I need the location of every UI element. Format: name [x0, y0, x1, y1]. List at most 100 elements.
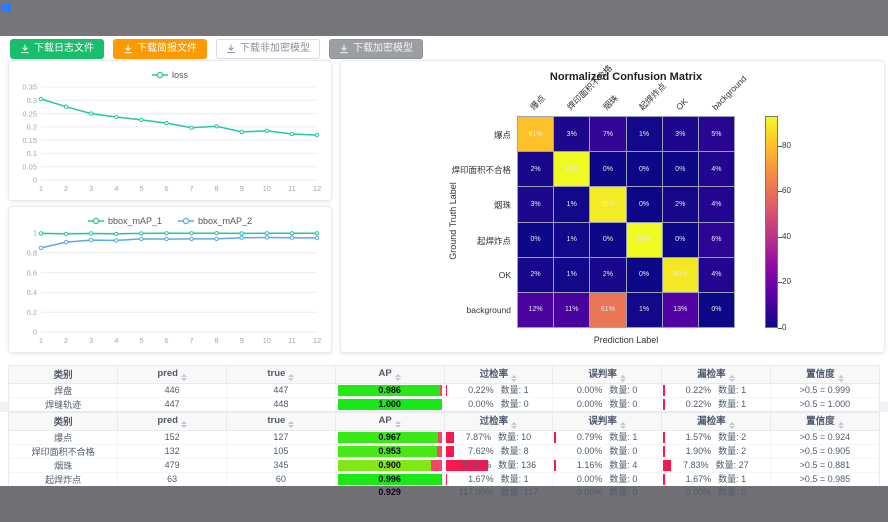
matrix-cell-2-0: 3%	[518, 187, 554, 222]
colorbar	[765, 116, 778, 328]
ap-cell: 0.967	[335, 430, 445, 445]
matrix-cell-0-2: 7%	[590, 117, 626, 152]
map-chart-legend: bbox_mAP_1 bbox_mAP_2	[9, 207, 331, 227]
pred-cell: 446	[117, 383, 227, 398]
download-toolbar: 下载日志文件 下载简报文件 下载非加密模型 下载加密模型	[10, 39, 423, 59]
legend-label: bbox_mAP_1	[107, 215, 162, 226]
sort-caret-icon[interactable]	[394, 420, 401, 428]
sort-caret-icon[interactable]	[728, 422, 735, 430]
top-left-accent	[2, 3, 11, 12]
column-header-过检率[interactable]: 过检率	[444, 413, 554, 431]
matrix-cell-4-2: 2%	[590, 257, 626, 292]
category-cell: 焊盘	[9, 383, 119, 398]
download-button-2[interactable]: 下载非加密模型	[216, 39, 320, 59]
loss-line-chart: 00.050.10.150.20.250.30.351 2 3 4 5 6 7 8 9 10 11 1…	[22, 83, 321, 193]
sort-caret-icon[interactable]	[180, 373, 187, 381]
false-rate-cell: 0.00% 数量: 0	[552, 444, 662, 459]
svg-text:3: 3	[89, 336, 93, 345]
column-header-true[interactable]: true	[226, 366, 336, 384]
map-line-chart: 00.20.40.60.811 2 3 4 5 6 7 8 9 10 11 12	[27, 229, 322, 345]
matrix-cell-5-4: 13%	[662, 292, 698, 327]
column-header-置信度[interactable]: 置信度	[770, 366, 879, 384]
column-header-true[interactable]: true	[226, 413, 336, 431]
svg-text:1: 1	[39, 336, 43, 345]
matrix-cell-5-2: 61%	[590, 292, 626, 327]
sort-caret-icon[interactable]	[394, 373, 401, 381]
svg-text:7: 7	[189, 336, 193, 345]
matrix-cell-1-1: 93%	[554, 152, 590, 187]
download-button-1[interactable]: 下载简报文件	[113, 39, 207, 59]
loss-chart-legend: loss	[9, 61, 331, 81]
matrix-x-axis-label: Prediction Label	[593, 335, 659, 345]
sort-caret-icon[interactable]	[511, 422, 518, 430]
ap-cell: 0.900	[335, 458, 445, 473]
summary-table-2: 类别 pred true AP 过检率 误判率 漏检率 置信度 爆点 152 127 0.967 7.8…	[8, 412, 880, 499]
confidence-cell: >0.5 = 0.985	[770, 472, 879, 487]
over-rate-bar	[445, 459, 488, 471]
sort-caret-icon[interactable]	[619, 422, 626, 430]
download-button-0[interactable]: 下载日志文件	[10, 39, 104, 59]
ap-cell: 0.986	[335, 383, 445, 398]
legend-item-bbox_mAP_1[interactable]: bbox_mAP_1	[87, 215, 162, 226]
matrix-cell-0-4: 3%	[662, 117, 698, 152]
summary-table-1: 类别 pred true AP 过检率 误判率 漏检率 置信度 焊盘 446 447 0.986 0.2…	[8, 365, 880, 412]
sort-caret-icon[interactable]	[619, 375, 626, 383]
column-header-过检率[interactable]: 过检率	[444, 366, 554, 384]
svg-text:0: 0	[33, 176, 37, 185]
column-header-漏检率[interactable]: 漏检率	[661, 366, 771, 384]
sort-caret-icon[interactable]	[180, 420, 187, 428]
sort-caret-icon[interactable]	[837, 375, 844, 383]
svg-text:10: 10	[263, 336, 271, 345]
legend-item-bbox_mAP_2[interactable]: bbox_mAP_2	[178, 216, 252, 226]
column-header-置信度[interactable]: 置信度	[770, 413, 879, 431]
svg-text:9: 9	[240, 184, 244, 193]
legend-item-loss[interactable]: loss	[151, 70, 188, 80]
loss-chart-card: loss 0 0.05 0.1 0.15 0.2 0.25 0.3 0.35 1 2 3 4 5 6 7 8 9…	[8, 60, 332, 201]
confusion-matrix-card: Normalized Confusion Matrix 81% 3% 7% 1% 3% 5…	[340, 60, 885, 353]
column-header-AP[interactable]: AP	[335, 366, 445, 384]
column-header-漏检率[interactable]: 漏检率	[661, 413, 771, 431]
matrix-cell-3-2: 0%	[590, 222, 626, 257]
colorbar-tick: 40	[782, 231, 791, 241]
ap-cell: 0.953	[335, 444, 445, 459]
matrix-cell-2-1: 1%	[554, 187, 590, 222]
sort-caret-icon[interactable]	[728, 375, 735, 383]
matrix-col-label: 起焊炸点	[637, 80, 669, 112]
ap-bar	[337, 398, 442, 410]
svg-text:12: 12	[313, 184, 321, 193]
svg-text:5: 5	[139, 184, 143, 193]
over-rate-cell: 7.62% 数量: 8	[444, 444, 554, 459]
true-cell: 447	[226, 383, 336, 398]
table-row: 烟珠 479 345 0.900 39.42% 数量: 136 1.16% 数量: 4 7.83…	[9, 458, 879, 473]
confidence-cell: >0.5 = 0.905	[770, 444, 879, 459]
column-header-pred[interactable]: pred	[117, 366, 227, 384]
svg-text:9: 9	[240, 336, 244, 345]
sort-caret-icon[interactable]	[288, 373, 295, 381]
svg-text:8: 8	[215, 336, 219, 345]
column-header-pred[interactable]: pred	[117, 413, 227, 431]
sort-caret-icon[interactable]	[511, 375, 518, 383]
column-header-AP[interactable]: AP	[335, 413, 445, 431]
svg-text:0.25: 0.25	[22, 109, 37, 118]
matrix-cell-0-1: 3%	[554, 117, 590, 152]
svg-text:1: 1	[39, 184, 43, 193]
svg-text:1: 1	[33, 229, 37, 238]
sort-caret-icon[interactable]	[837, 422, 844, 430]
matrix-cell-2-2: 90%	[590, 187, 626, 222]
over-rate-cell: 0.00% 数量: 0	[444, 397, 554, 411]
matrix-cell-5-5: 0%	[698, 292, 734, 327]
column-header-误判率[interactable]: 误判率	[552, 413, 662, 431]
sort-caret-icon[interactable]	[288, 420, 295, 428]
colorbar-tick: 20	[782, 277, 791, 287]
false-rate-bar	[554, 431, 556, 443]
column-header-误判率[interactable]: 误判率	[552, 366, 662, 384]
miss-rate-bar	[663, 445, 666, 457]
download-button-3[interactable]: 下载加密模型	[329, 39, 423, 59]
over-rate-cell: 39.42% 数量: 136	[444, 458, 554, 473]
colorbar-tick: 60	[782, 186, 791, 196]
category-cell: 焊缝轨迹	[9, 397, 119, 411]
miss-rate-cell: 0.00% 数量: 0	[661, 486, 771, 498]
matrix-cell-5-1: 11%	[554, 292, 590, 327]
matrix-cell-5-0: 12%	[518, 292, 554, 327]
matrix-cell-0-5: 5%	[698, 117, 734, 152]
